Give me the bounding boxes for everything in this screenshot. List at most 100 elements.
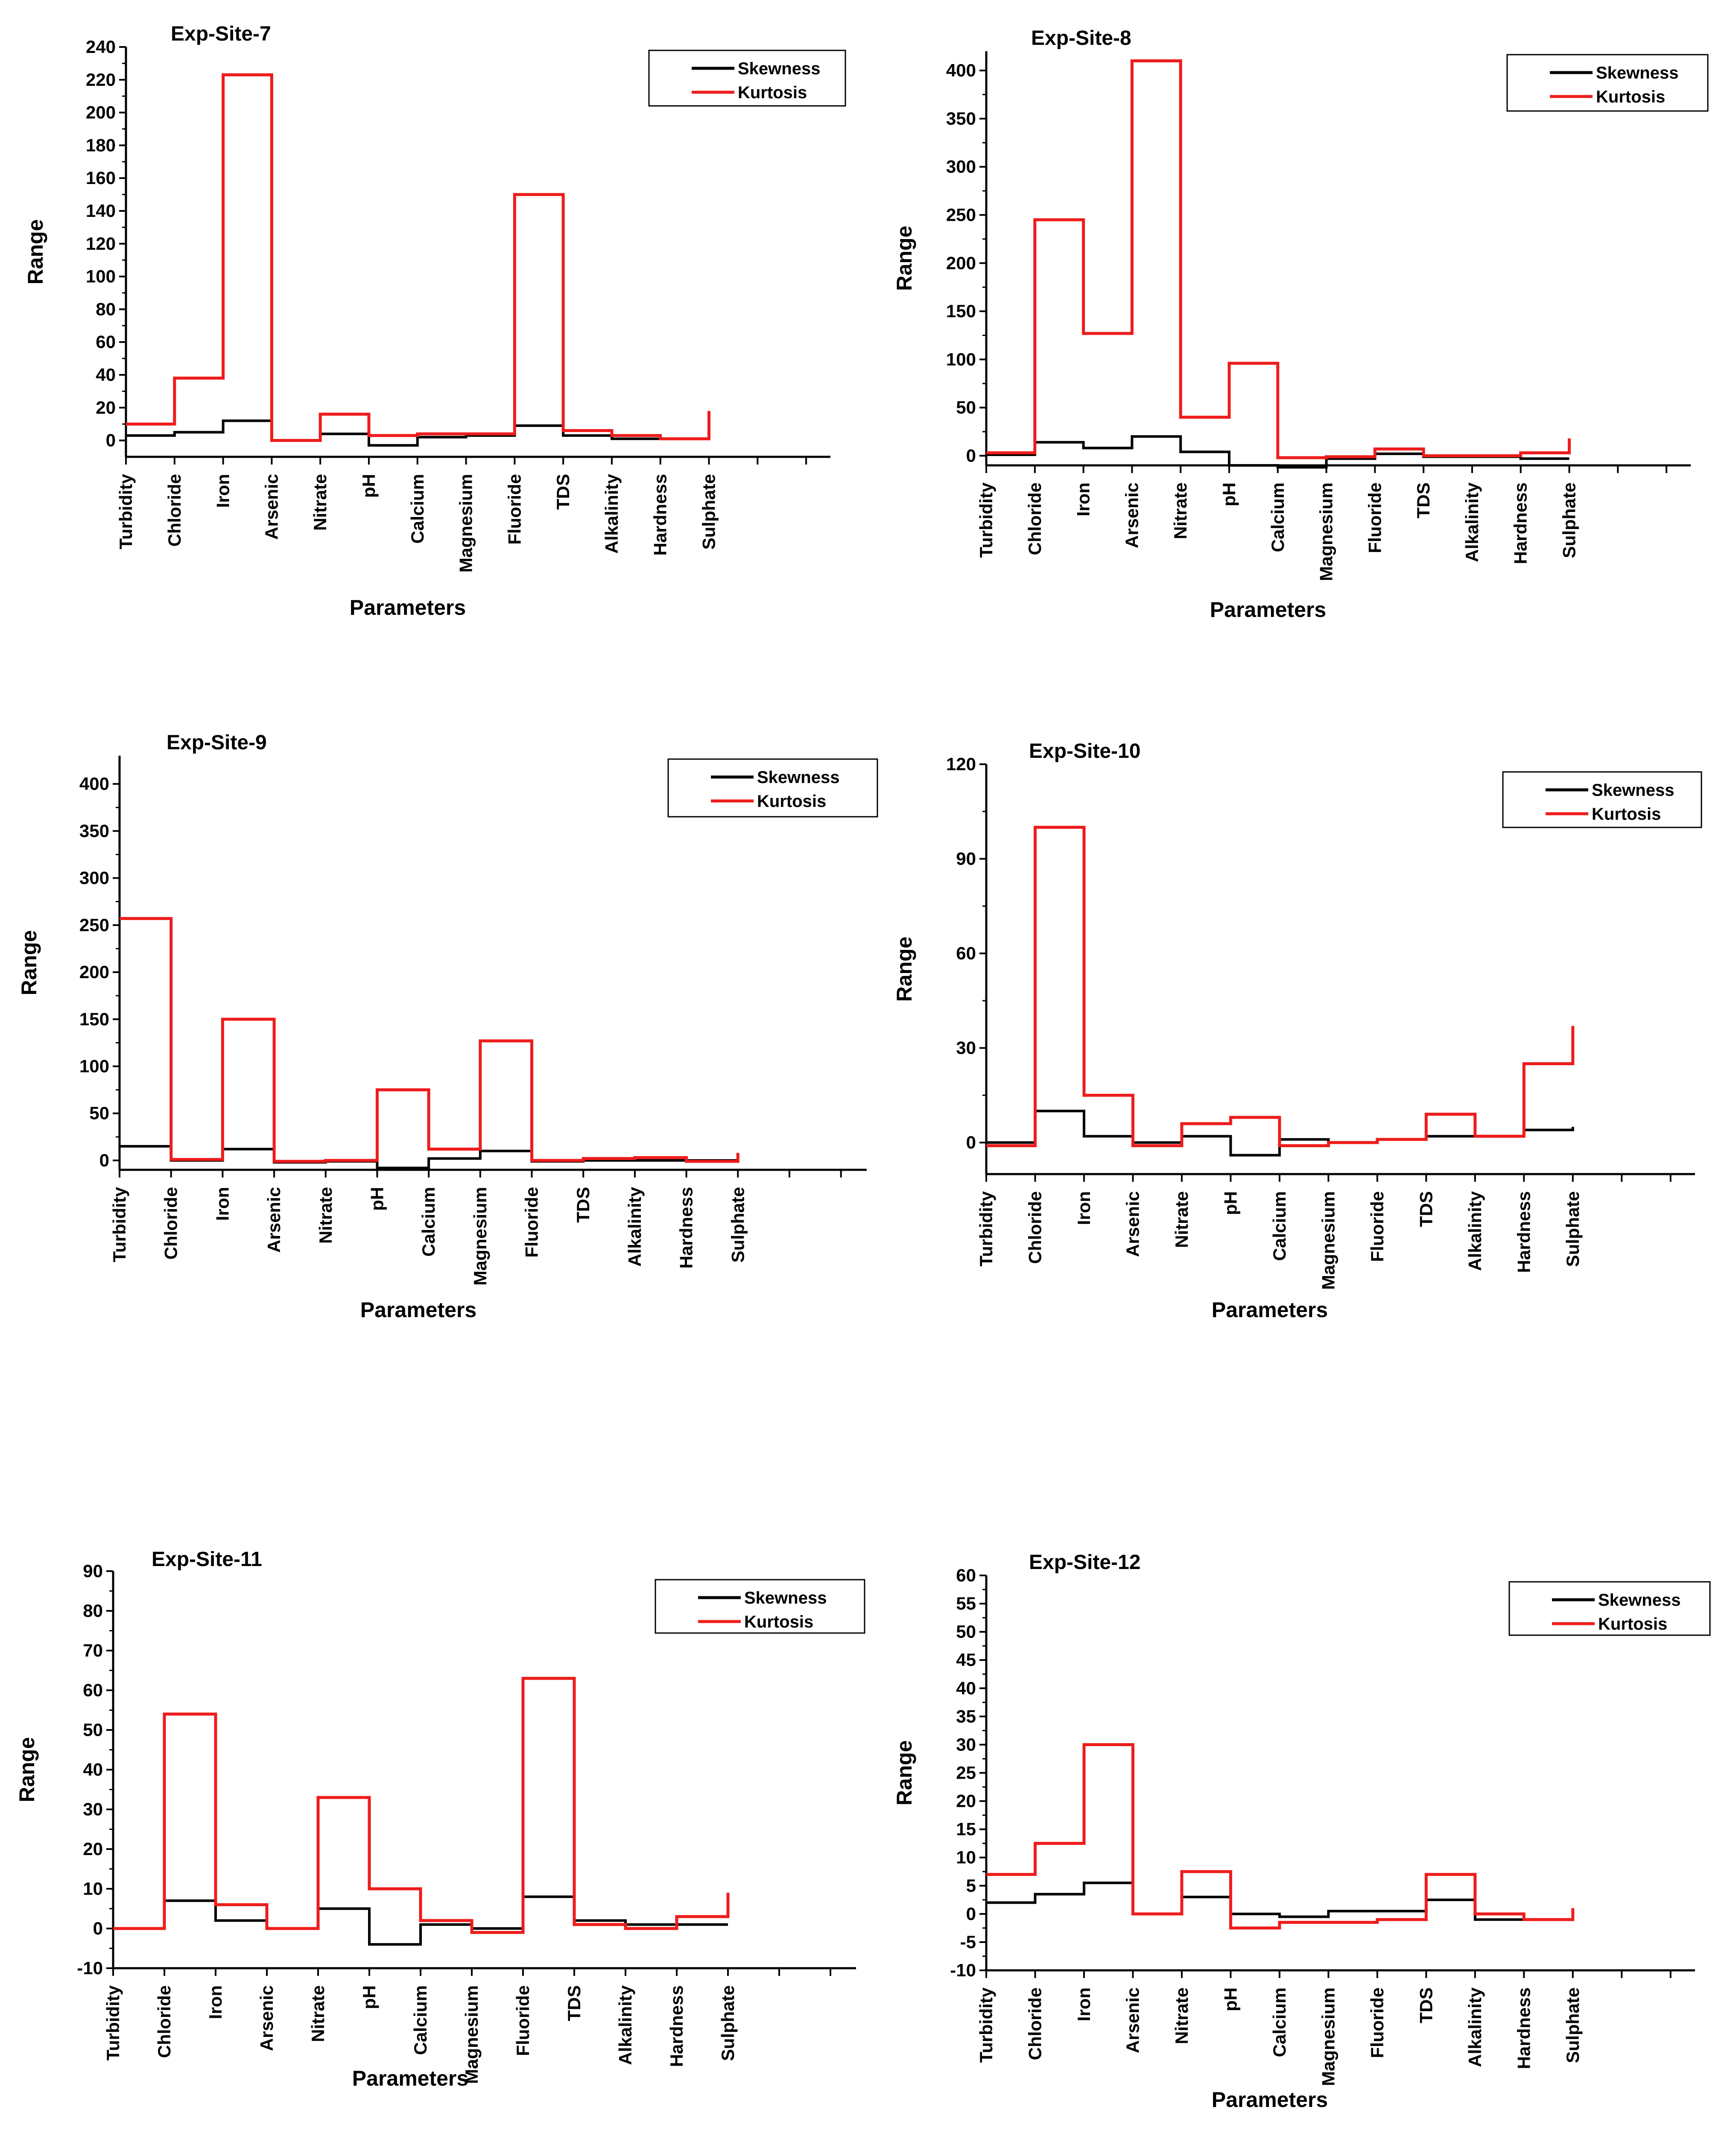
y-tick-label: 0	[99, 1150, 109, 1170]
category-label-hardness: Hardness	[666, 1985, 687, 2067]
y-tick-label: 60	[96, 332, 116, 352]
category-label-chloride: Chloride	[1025, 1987, 1045, 2060]
category-label-nitrate: Nitrate	[1172, 1987, 1192, 2044]
legend-label-kurtosis: Kurtosis	[744, 1613, 813, 1631]
y-tick-label: 250	[946, 205, 976, 225]
legend-label-skewness: Skewness	[744, 1589, 827, 1607]
y-tick-label: 0	[966, 1904, 976, 1924]
y-tick-label: 50	[83, 1720, 103, 1740]
y-tick-label: 0	[106, 430, 116, 450]
y-tick-label: 160	[86, 168, 116, 188]
category-label-chloride: Chloride	[164, 474, 184, 546]
y-tick-label: 200	[86, 102, 116, 123]
category-label-fluoride: Fluoride	[1365, 482, 1385, 553]
category-label-chloride: Chloride	[1025, 1191, 1045, 1264]
y-tick-label: 20	[83, 1839, 103, 1859]
category-label-iron: Iron	[213, 474, 233, 508]
y-tick-label: 180	[86, 135, 116, 155]
category-label-fluoride: Fluoride	[504, 474, 524, 545]
y-tick-label: 60	[956, 943, 976, 963]
x-axis-label: Parameters	[1212, 1298, 1328, 1322]
category-label-hardness: Hardness	[676, 1187, 696, 1268]
legend-box	[667, 758, 878, 818]
category-label-iron: Iron	[1074, 1191, 1094, 1225]
category-label-tds: TDS	[1416, 1987, 1436, 2023]
y-tick-label: 35	[956, 1706, 976, 1726]
chart-title: Exp-Site-10	[1029, 740, 1140, 763]
y-tick-label: 50	[89, 1103, 109, 1123]
category-label-tds: TDS	[553, 474, 573, 510]
category-label-calcium: Calcium	[1268, 482, 1288, 552]
category-label-calcium: Calcium	[418, 1187, 438, 1256]
category-label-magnesium: Magnesium	[470, 1187, 490, 1286]
category-label-sulphate: Sulphate	[728, 1187, 748, 1262]
y-tick-label: 10	[83, 1879, 103, 1899]
chart-title: Exp-Site-9	[167, 731, 267, 754]
legend-label-skewness: Skewness	[1592, 781, 1674, 800]
legend-label-kurtosis: Kurtosis	[1592, 805, 1661, 824]
series-line-kurtosis	[126, 73, 711, 442]
category-label-arsenic: Arsenic	[1122, 1987, 1143, 2053]
chart-panel-4: Exp-Site-10 0 30 60 90 120 Turbidity Chloride Ir…	[892, 740, 1702, 1322]
category-label-iron: Iron	[1073, 482, 1093, 516]
y-tick-label: 100	[86, 266, 116, 286]
chart-title: Exp-Site-12	[1029, 1551, 1140, 1574]
series-line-kurtosis	[986, 59, 1571, 459]
category-label-fluoride: Fluoride	[522, 1187, 542, 1258]
y-tick-label: 200	[79, 962, 109, 982]
y-axis-label: Range	[892, 937, 916, 1002]
category-label-nitrate: Nitrate	[1172, 1191, 1192, 1248]
category-label-nitrate: Nitrate	[1170, 482, 1190, 539]
y-tick-label: 50	[956, 397, 976, 418]
y-axis-label: Range	[892, 226, 916, 291]
y-tick-label: 30	[83, 1799, 103, 1819]
category-label-arsenic: Arsenic	[1122, 1191, 1143, 1257]
legend-box	[648, 50, 846, 107]
category-label-magnesium: Magnesium	[462, 1985, 482, 2084]
series-line-kurtosis	[986, 1743, 1575, 1930]
y-tick-label: 20	[96, 397, 116, 418]
category-label-ph: pH	[1220, 1191, 1240, 1215]
category-label-alkalinity: Alkalinity	[602, 473, 622, 553]
category-label-ph: pH	[359, 1985, 379, 2009]
y-tick-label: 15	[956, 1819, 976, 1839]
y-tick-label: 120	[86, 234, 116, 254]
category-label-iron: Iron	[212, 1187, 232, 1221]
legend-box	[1508, 1581, 1711, 1636]
y-axis-label: Range	[23, 219, 47, 285]
y-tick-label: 70	[83, 1640, 103, 1660]
category-label-turbidity: Turbidity	[103, 1985, 123, 2060]
y-tick-label: -10	[77, 1958, 103, 1978]
legend-label-skewness: Skewness	[757, 768, 839, 787]
category-label-sulphate: Sulphate	[1563, 1987, 1583, 2063]
y-tick-label: 400	[946, 60, 976, 80]
category-label-ph: pH	[1220, 1987, 1240, 2011]
category-label-turbidity: Turbidity	[109, 1186, 129, 1262]
y-tick-label: -5	[960, 1932, 976, 1952]
category-label-fluoride: Fluoride	[1367, 1987, 1387, 2058]
category-label-arsenic: Arsenic	[1122, 482, 1142, 548]
y-tick-label: 50	[956, 1622, 976, 1642]
category-label-calcium: Calcium	[1269, 1987, 1289, 2057]
category-label-alkalinity: Alkalinity	[625, 1186, 645, 1266]
category-label-iron: Iron	[1074, 1987, 1094, 2021]
category-label-turbidity: Turbidity	[116, 473, 136, 549]
category-label-iron: Iron	[205, 1985, 225, 2019]
category-label-fluoride: Fluoride	[1367, 1191, 1387, 1262]
category-label-turbidity: Turbidity	[976, 1987, 996, 2063]
y-tick-label: 150	[946, 301, 976, 321]
category-label-turbidity: Turbidity	[976, 482, 996, 558]
y-tick-label: 80	[96, 299, 116, 319]
series-line-skewness	[113, 1895, 728, 1946]
category-label-calcium: Calcium	[1269, 1191, 1289, 1261]
y-tick-label: 10	[956, 1847, 976, 1867]
legend-label-kurtosis: Kurtosis	[738, 83, 807, 102]
y-tick-label: 100	[79, 1056, 109, 1076]
category-label-hardness: Hardness	[650, 474, 670, 555]
category-label-ph: pH	[367, 1187, 387, 1211]
category-label-sulphate: Sulphate	[699, 474, 719, 549]
y-tick-label: 5	[966, 1876, 976, 1896]
y-tick-label: 220	[86, 70, 116, 90]
category-label-magnesium: Magnesium	[1316, 482, 1336, 581]
